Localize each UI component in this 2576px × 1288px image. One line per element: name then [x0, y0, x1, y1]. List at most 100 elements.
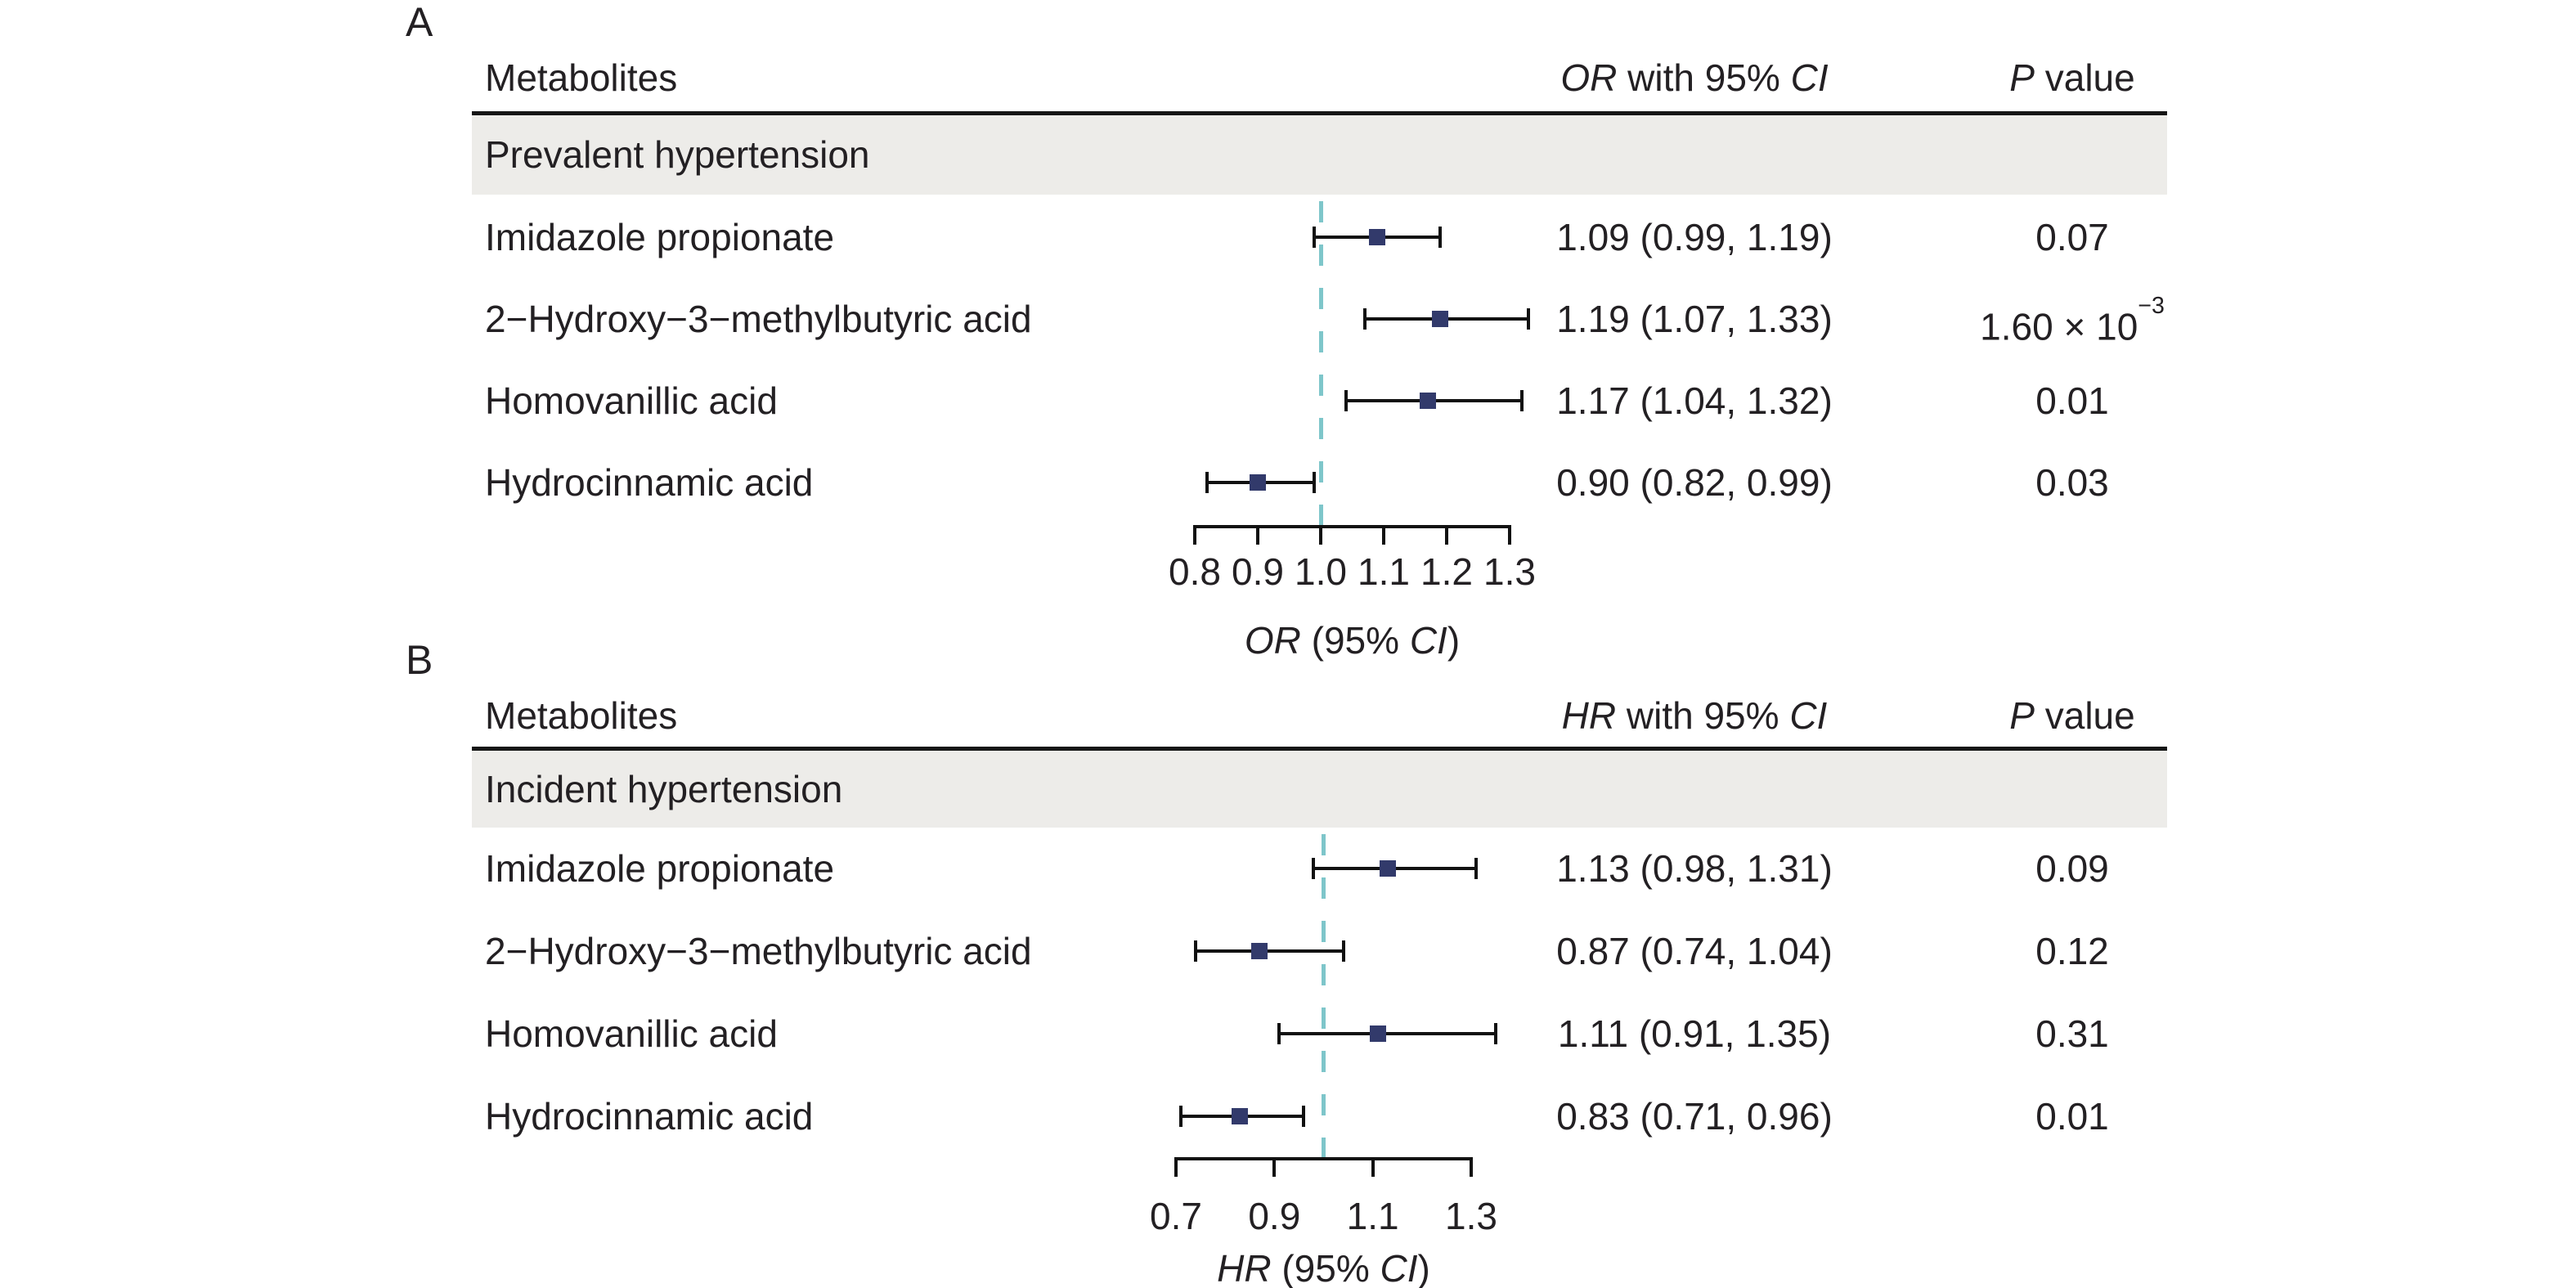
metabolite-name: Homovanillic acid	[485, 1012, 778, 1055]
x-axis-tick	[1272, 1157, 1277, 1177]
x-axis-tick-label: 1.0	[1295, 550, 1347, 593]
metabolite-name: 2−Hydroxy−3−methylbutyric acid	[485, 298, 1032, 340]
p-value-segment: 0.12	[2035, 930, 2109, 972]
x-axis-tick-label: 1.3	[1483, 550, 1536, 593]
ci-cap-right	[1474, 858, 1479, 879]
ci-cap-right	[1438, 227, 1443, 248]
point-estimate-marker	[1419, 393, 1436, 409]
metabolite-name: Imidazole propionate	[485, 847, 835, 890]
effect-estimate-value: 0.90 (0.82, 0.99)	[1556, 461, 1833, 504]
p-value: 0.31	[1786, 1011, 2358, 1057]
point-estimate-marker	[1250, 474, 1266, 491]
p-value: 0.09	[1786, 846, 2358, 891]
p-value-segment: −3	[2138, 293, 2165, 320]
effect-column-header: OR with 95% CI	[1408, 56, 1981, 100]
metabolite-name: Imidazole propionate	[485, 216, 835, 258]
p-value-column-header-segment: value	[2034, 56, 2135, 99]
metabolite-name: Hydrocinnamic acid	[485, 461, 814, 504]
ci-cap-left	[1344, 390, 1348, 411]
ci-cap-right	[1527, 308, 1531, 330]
metabolites-column-header: Metabolites	[485, 56, 678, 99]
point-estimate-marker	[1251, 943, 1268, 959]
ci-cap-left	[1205, 472, 1209, 493]
p-value-segment: 0.31	[2035, 1012, 2109, 1055]
x-axis-label-segment: )	[1417, 1247, 1430, 1288]
x-axis-label-segment: (95%	[1300, 619, 1410, 662]
header-rule	[472, 747, 2167, 751]
x-axis-tick-label: 1.1	[1358, 550, 1410, 593]
effect-column-header: HR with 95% CI	[1408, 693, 1981, 738]
x-axis-label-segment: (95%	[1271, 1247, 1380, 1288]
p-value: 0.07	[1786, 214, 2358, 260]
x-axis-tick-label: 0.9	[1232, 550, 1284, 593]
x-axis-tick	[1382, 525, 1385, 545]
effect-estimate-value: 1.19 (1.07, 1.33)	[1556, 298, 1833, 340]
p-value-segment: 0.03	[2035, 461, 2109, 504]
ci-cap-right	[1494, 1023, 1498, 1044]
effect-column-header-segment: with 95%	[1616, 694, 1790, 737]
x-axis-tick	[1319, 525, 1322, 545]
x-axis-tick	[1256, 525, 1259, 545]
point-estimate-marker	[1232, 1108, 1249, 1124]
x-axis-label-segment: CI	[1380, 1247, 1418, 1288]
effect-estimate-value: 0.83 (0.71, 0.96)	[1556, 1095, 1833, 1138]
panel-label: B	[406, 637, 433, 683]
x-axis-tick-label: 1.2	[1420, 550, 1473, 593]
ci-cap-left	[1362, 308, 1367, 330]
p-value-column-header-segment: P	[2009, 694, 2035, 737]
x-axis-tick-label: 1.1	[1346, 1195, 1399, 1237]
metabolite-name: Homovanillic acid	[485, 379, 778, 422]
x-axis-line	[1176, 1157, 1471, 1160]
reference-line	[1322, 834, 1326, 1157]
point-estimate-marker	[1379, 860, 1396, 877]
ci-cap-left	[1313, 227, 1317, 248]
x-axis-tick-label: 0.8	[1169, 550, 1221, 593]
x-axis-label-segment: CI	[1409, 619, 1447, 662]
group-band: Prevalent hypertension	[472, 115, 2167, 195]
p-value-column-header: P value	[1786, 693, 2358, 738]
x-axis-tick-label: 1.3	[1445, 1195, 1497, 1237]
x-axis-label: HR (95% CI)	[997, 1246, 1651, 1288]
reference-line	[1318, 201, 1323, 525]
ci-cap-left	[1194, 940, 1198, 962]
effect-column-header-segment: with 95%	[1617, 56, 1791, 99]
x-axis-label-segment: HR	[1217, 1247, 1272, 1288]
ci-cap-left	[1312, 858, 1316, 879]
ci-cap-left	[1179, 1106, 1183, 1127]
effect-estimate-value: 1.09 (0.99, 1.19)	[1556, 216, 1833, 258]
x-axis-line	[1195, 525, 1510, 528]
p-value: 1.60 × 10−3	[1786, 293, 2358, 349]
panel-label: A	[406, 0, 433, 45]
x-axis-tick-label: 0.9	[1248, 1195, 1301, 1237]
effect-estimate-value: 1.13 (0.98, 1.31)	[1556, 847, 1833, 890]
group-label: Prevalent hypertension	[485, 133, 870, 176]
p-value-segment: 1.60 × 10	[1980, 305, 2138, 348]
x-axis-label: OR (95% CI)	[1025, 618, 1680, 662]
p-value-column-header-segment: P	[2009, 56, 2035, 99]
metabolites-column-header: Metabolites	[485, 694, 678, 737]
group-band: Incident hypertension	[472, 751, 2167, 828]
p-value: 0.03	[1786, 460, 2358, 505]
effect-estimate-value: 1.11 (0.91, 1.35)	[1557, 1012, 1832, 1055]
x-axis-label-segment: )	[1447, 619, 1461, 662]
x-axis-tick-label: 0.7	[1150, 1195, 1202, 1237]
ci-whisker-line	[1279, 1032, 1497, 1035]
x-axis-tick	[1445, 525, 1448, 545]
ci-cap-right	[1302, 1106, 1306, 1127]
p-value: 0.01	[1786, 378, 2358, 424]
x-axis-tick	[1470, 1157, 1473, 1177]
effect-column-header-segment: HR	[1561, 694, 1617, 737]
p-value-column-header-segment: value	[2034, 694, 2135, 737]
p-value: 0.12	[1786, 928, 2358, 974]
p-value-segment: 0.01	[2035, 379, 2109, 422]
ci-cap-right	[1313, 472, 1317, 493]
x-axis-tick	[1508, 525, 1511, 545]
group-label: Incident hypertension	[485, 768, 843, 810]
x-axis-tick	[1174, 1157, 1178, 1177]
p-value-segment: 0.09	[2035, 847, 2109, 890]
x-axis-tick	[1193, 525, 1196, 545]
ci-cap-right	[1520, 390, 1524, 411]
x-axis-tick	[1371, 1157, 1375, 1177]
effect-column-header-segment: OR	[1560, 56, 1618, 99]
